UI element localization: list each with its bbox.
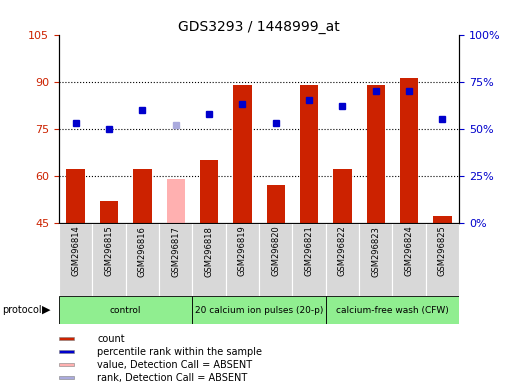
Bar — [392, 223, 426, 296]
Text: GSM296825: GSM296825 — [438, 226, 447, 276]
Text: percentile rank within the sample: percentile rank within the sample — [97, 347, 262, 357]
Text: GSM296815: GSM296815 — [105, 226, 113, 276]
Bar — [292, 223, 326, 296]
Bar — [59, 337, 74, 341]
Bar — [126, 223, 159, 296]
Text: GSM296819: GSM296819 — [238, 226, 247, 276]
Text: GSM296822: GSM296822 — [338, 226, 347, 276]
Bar — [133, 169, 151, 223]
Text: calcium-free wash (CFW): calcium-free wash (CFW) — [336, 306, 449, 314]
Text: GSM296817: GSM296817 — [171, 226, 180, 276]
Bar — [92, 223, 126, 296]
Bar — [59, 223, 92, 296]
Text: GSM296823: GSM296823 — [371, 226, 380, 276]
Bar — [59, 296, 192, 324]
Bar — [300, 85, 318, 223]
Text: GSM296816: GSM296816 — [138, 226, 147, 276]
Bar — [192, 296, 326, 324]
Bar — [233, 85, 251, 223]
Text: rank, Detection Call = ABSENT: rank, Detection Call = ABSENT — [97, 372, 247, 382]
Bar — [367, 85, 385, 223]
Text: 20 calcium ion pulses (20-p): 20 calcium ion pulses (20-p) — [195, 306, 323, 314]
Text: protocol: protocol — [3, 305, 42, 315]
Text: GSM296814: GSM296814 — [71, 226, 80, 276]
Bar — [59, 350, 74, 353]
Bar — [226, 223, 259, 296]
Bar — [426, 223, 459, 296]
Text: GSM296824: GSM296824 — [405, 226, 413, 276]
Bar — [159, 223, 192, 296]
Text: control: control — [110, 306, 142, 314]
Bar — [100, 201, 118, 223]
Text: ▶: ▶ — [42, 305, 51, 315]
Bar — [59, 376, 74, 379]
Bar — [433, 217, 451, 223]
Bar — [400, 78, 418, 223]
Bar — [167, 179, 185, 223]
Text: count: count — [97, 334, 125, 344]
Text: value, Detection Call = ABSENT: value, Detection Call = ABSENT — [97, 359, 252, 369]
Bar — [326, 296, 459, 324]
Bar — [326, 223, 359, 296]
Text: GSM296821: GSM296821 — [305, 226, 313, 276]
Bar — [259, 223, 292, 296]
Bar — [267, 185, 285, 223]
Bar — [333, 169, 351, 223]
Text: GSM296818: GSM296818 — [205, 226, 213, 276]
Text: GSM296820: GSM296820 — [271, 226, 280, 276]
Bar — [192, 223, 226, 296]
Bar — [359, 223, 392, 296]
Bar — [200, 160, 218, 223]
Title: GDS3293 / 1448999_at: GDS3293 / 1448999_at — [178, 20, 340, 33]
Bar — [59, 363, 74, 366]
Bar — [67, 169, 85, 223]
